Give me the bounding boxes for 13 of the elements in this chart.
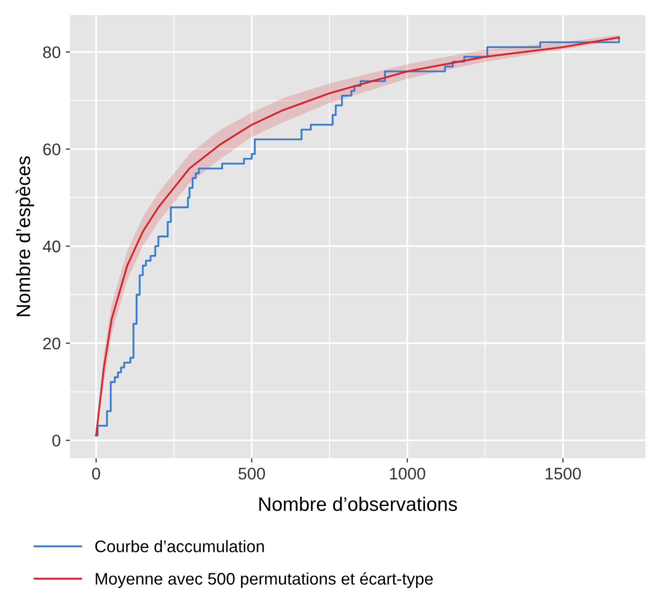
x-tick-label: 1000 <box>390 468 426 480</box>
y-tick-label: 0 <box>52 434 60 447</box>
legend-label: Moyenne avec 500 permutations et écart-type <box>96 572 433 588</box>
x-axis-title: Nombre d’observations <box>259 496 457 512</box>
x-tick-label: 500 <box>238 468 265 480</box>
x-tick-label: 1500 <box>546 468 581 480</box>
y-tick-label: 40 <box>42 240 60 252</box>
legend-label: Courbe d’accumulation <box>95 540 264 552</box>
y-tick-label: 20 <box>43 338 60 350</box>
y-tick-label: 60 <box>43 143 60 156</box>
y-axis-title: Nombre d’espèces <box>16 156 34 316</box>
x-tick-label: 0 <box>92 468 100 480</box>
y-tick-label: 80 <box>43 46 60 58</box>
